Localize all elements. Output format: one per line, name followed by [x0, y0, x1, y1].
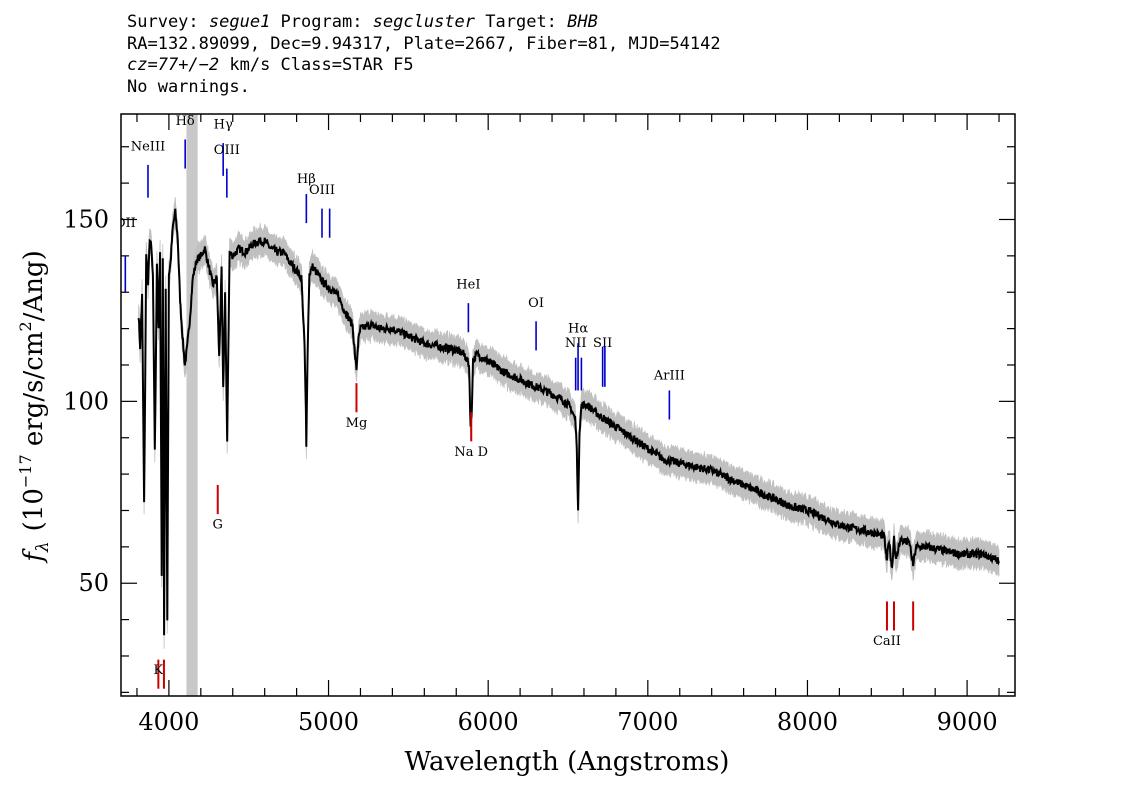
masked-band-layer: [186, 114, 198, 696]
line-label-2: Hδ: [176, 114, 195, 129]
y-tick-label-150: 150: [63, 205, 109, 233]
y-axis-exponent: −17: [16, 454, 35, 488]
y-axis-scale: (10: [19, 488, 49, 531]
header-line-warnings: No warnings.: [127, 76, 250, 97]
header-line-survey: Survey: segue1 Program: segcluster Targe…: [127, 12, 721, 34]
target-value: BHB: [567, 12, 598, 32]
line-label-5: Hβ: [297, 172, 316, 187]
error-band-layer: [138, 197, 1000, 649]
survey-label: Survey:: [127, 12, 209, 32]
x-tick-label-9000: 9000: [937, 708, 998, 736]
x-tick-label-7000: 7000: [617, 708, 678, 736]
cz-value: =77+/−2: [147, 55, 220, 75]
x-tick-label-6000: 6000: [458, 708, 519, 736]
line-label-10: NII: [565, 336, 587, 351]
flux-layer: [137, 208, 1000, 636]
spectrum-header: Survey: segue1 Program: segcluster Targe…: [127, 12, 721, 98]
y-axis-units-exponent: 2: [16, 321, 35, 331]
line-label-15: ArIII: [653, 369, 685, 384]
cz-symbol: cz: [127, 55, 148, 75]
y-axis-subscript: λ: [33, 541, 53, 553]
header-line-coordinates: RA=132.89099, Dec=9.94317, Plate=2667, F…: [127, 33, 721, 54]
y-tick-label-100: 100: [63, 387, 109, 415]
masked-band: [186, 114, 198, 696]
line-label-8: HeI: [456, 278, 480, 293]
x-tick-label-5000: 5000: [298, 708, 359, 736]
program-label: Program:: [270, 12, 373, 32]
line-label-3: Hγ: [214, 118, 233, 133]
line-label-1: NeIII: [131, 139, 165, 154]
y-axis-units: erg/s/cm: [19, 332, 49, 455]
line-label-11: Hα: [568, 321, 588, 336]
x-tick-label-8000: 8000: [777, 708, 838, 736]
line-label-20: Na D: [454, 445, 488, 460]
line-label-6: OIII: [309, 183, 335, 198]
line-label-16: K: [153, 663, 163, 678]
line-label-21: CaII: [873, 634, 901, 649]
x-tick-label-4000: 4000: [138, 708, 199, 736]
line-label-0: OII: [115, 216, 136, 231]
survey-value: segue1: [208, 12, 271, 32]
target-label: Target:: [475, 12, 568, 32]
flux-line: [137, 208, 1000, 636]
y-axis-units-tail: /Ang): [19, 250, 49, 321]
line-label-19: Mg: [346, 416, 368, 431]
line-label-18: G: [213, 518, 223, 533]
axis-ticks: 4000 5000 6000 7000 8000 9000 50 100 150: [63, 114, 1015, 736]
flux-error-band: [138, 197, 1000, 649]
y-tick-label-50: 50: [78, 569, 109, 597]
program-value: segcluster: [372, 12, 476, 32]
line-label-13: SII: [593, 336, 612, 351]
line-label-4: OIII: [214, 143, 240, 158]
line-label-9: OI: [528, 296, 544, 311]
y-axis-title: fλ(10−17 erg/s/cm2/Ang): [16, 250, 53, 563]
x-axis-title: Wavelength (Angstroms): [405, 747, 730, 777]
plot-frame: [120, 113, 1016, 697]
header-line-redshift: cz=77+/−2 km/s Class=STAR F5: [127, 55, 721, 77]
class-text: km/s Class=STAR F5: [219, 55, 414, 75]
